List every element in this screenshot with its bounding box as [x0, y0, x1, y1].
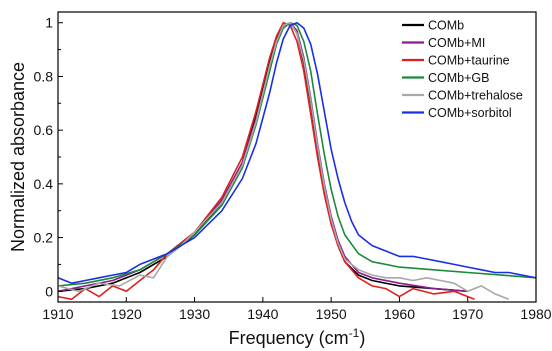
legend-label: COMb+GB — [428, 71, 489, 85]
series-line-5 — [58, 21, 536, 284]
y-tick-label: 0.4 — [34, 176, 54, 192]
legend: COMb COMb+MI COMb+taurine COMb+GB COMb+treha… — [402, 19, 523, 120]
legend-label: COMb+trehalose — [428, 89, 523, 103]
x-axis-title: Frequency (cm-1) — [229, 326, 366, 348]
legend-label: COMb+sorbitol — [428, 106, 512, 120]
x-tick-label: 1910 — [42, 306, 73, 322]
series-layer — [58, 21, 536, 301]
y-axis: 0 0.2 0.4 0.6 0.8 1 — [34, 15, 63, 299]
x-tick-label: 1950 — [316, 306, 347, 322]
x-tick-label: 1970 — [452, 306, 483, 322]
y-tick-label: 0.6 — [34, 122, 54, 138]
x-tick-label: 1980 — [520, 306, 551, 322]
series-line-3 — [58, 21, 536, 287]
y-tick-label: 0.2 — [34, 230, 54, 246]
x-tick-label: 1920 — [111, 306, 142, 322]
x-tick-label: 1930 — [179, 306, 210, 322]
y-axis-title: Normalized absorbance — [8, 62, 28, 252]
y-tick-label: 1 — [45, 15, 53, 31]
y-tick-label: 0.8 — [34, 68, 54, 84]
x-tick-label: 1960 — [384, 306, 415, 322]
series-line-0 — [58, 21, 468, 293]
series-line-1 — [58, 21, 468, 293]
series-line-2 — [58, 21, 475, 301]
x-tick-label: 1940 — [247, 306, 278, 322]
x-axis: 1910 1920 1930 1940 1950 1960 1970 1980 — [42, 297, 552, 322]
series-line-4 — [58, 21, 509, 301]
legend-label: COMb+taurine — [428, 54, 510, 68]
legend-label: COMb+MI — [428, 36, 485, 50]
legend-label: COMb — [428, 19, 464, 33]
y-tick-label: 0 — [45, 283, 53, 299]
